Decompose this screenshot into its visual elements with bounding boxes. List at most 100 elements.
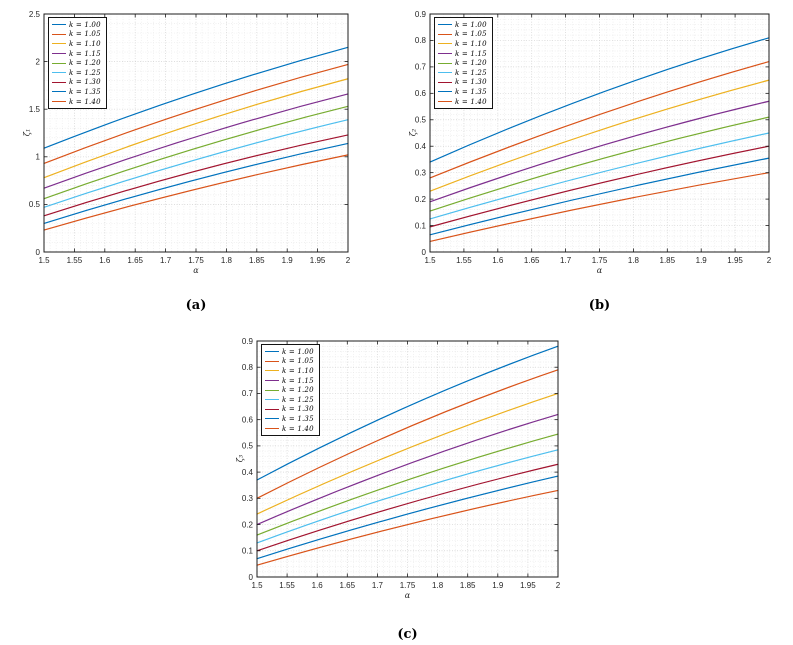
- legend-entry-label: k = 1.25: [455, 68, 487, 77]
- plot-a-ylabel: ζ₁: [22, 128, 32, 137]
- legend-entry: k = 1.40: [265, 424, 314, 434]
- legend-entry-label: k = 1.15: [69, 49, 101, 58]
- x-tick-label: 1.9: [492, 581, 504, 590]
- legend-entry: k = 1.15: [438, 49, 487, 59]
- legend-entry-label: k = 1.00: [69, 20, 101, 29]
- series-line-1.00: [256, 345, 559, 481]
- legend-entry: k = 1.30: [52, 78, 101, 88]
- legend-entry-label: k = 1.40: [455, 97, 487, 106]
- tick-labels: 1.5 1.55 1.6 1.65 1.7 1.75 1.8 1.85 1.9 1.95 2 0 0.5…: [29, 10, 351, 265]
- legend-line-sample: [265, 389, 279, 391]
- tick-labels: 1.5 1.55 1.6 1.65 1.7 1.75 1.8 1.85 1.9 1.95 2 0 0.1…: [415, 10, 772, 265]
- legend-line-sample: [438, 62, 452, 64]
- legend-entry: k = 1.10: [265, 366, 314, 376]
- legend-entry: k = 1.30: [265, 405, 314, 415]
- legend-line-sample: [265, 408, 279, 410]
- plot-b-legend: k = 1.00 k = 1.05 k = 1.10 k = 1.15 k = 1.20…: [434, 17, 493, 110]
- legend-entry: k = 1.30: [438, 78, 487, 88]
- series-lines: [429, 37, 770, 243]
- x-tick-label: 1.55: [67, 256, 83, 265]
- figure-panel-b: 1.5 1.55 1.6 1.65 1.7 1.75 1.8 1.85 1.9 1.95 2 0 0.1…: [386, 0, 793, 320]
- legend-line-sample: [52, 72, 66, 74]
- legend-entry-label: k = 1.35: [69, 87, 101, 96]
- legend-entry: k = 1.05: [265, 357, 314, 367]
- series-line-1.10: [429, 79, 770, 192]
- x-tick-label: 1.5: [251, 581, 263, 590]
- plot-c-legend: k = 1.00 k = 1.05 k = 1.10 k = 1.15 k = 1.20…: [261, 344, 320, 437]
- x-tick-label: 1.7: [372, 581, 384, 590]
- legend-entry-label: k = 1.25: [69, 68, 101, 77]
- legend-entry-label: k = 1.00: [455, 20, 487, 29]
- figure-panel-a: 1.5 1.55 1.6 1.65 1.7 1.75 1.8 1.85 1.9 1.95 2 0 0.5…: [0, 0, 400, 320]
- legend-entry-label: k = 1.05: [282, 357, 314, 366]
- series-line-1.10: [43, 78, 349, 179]
- series-line-1.35: [429, 157, 770, 236]
- x-tick-label: 1.6: [99, 256, 111, 265]
- legend-entry-label: k = 1.10: [69, 39, 101, 48]
- legend-line-sample: [52, 43, 66, 45]
- legend-entry-label: k = 1.25: [282, 395, 314, 404]
- x-tick-label: 2: [556, 581, 561, 590]
- legend-line-sample: [438, 81, 452, 83]
- y-tick-label: 1.5: [29, 105, 41, 114]
- y-tick-label: 0.8: [242, 363, 254, 372]
- y-tick-label: 0.8: [415, 36, 427, 45]
- x-tick-label: 1.7: [160, 256, 172, 265]
- legend-entry-label: k = 1.05: [69, 30, 101, 39]
- x-tick-label: 1.55: [456, 256, 472, 265]
- y-tick-label: 2.5: [29, 10, 41, 19]
- series-line-1.20: [43, 105, 349, 200]
- legend-entry: k = 1.15: [265, 376, 314, 386]
- legend-line-sample: [438, 33, 452, 35]
- x-tick-label: 2: [767, 256, 772, 265]
- series-line-1.40: [256, 489, 559, 566]
- legend-entry: k = 1.20: [438, 58, 487, 68]
- legend-line-sample: [52, 33, 66, 35]
- legend-line-sample: [52, 81, 66, 83]
- legend-line-sample: [52, 91, 66, 93]
- y-tick-label: 0: [422, 248, 427, 257]
- x-tick-label: 1.9: [696, 256, 708, 265]
- legend-entry: k = 1.40: [52, 97, 101, 107]
- x-tick-label: 1.6: [492, 256, 504, 265]
- legend-entry-label: k = 1.40: [69, 97, 101, 106]
- series-lines: [256, 345, 559, 566]
- legend-entry: k = 1.20: [265, 385, 314, 395]
- legend-entry-label: k = 1.30: [69, 78, 101, 87]
- x-tick-label: 1.85: [660, 256, 676, 265]
- axis-ticks: [43, 13, 349, 253]
- series-line-1.15: [43, 93, 349, 189]
- legend-line-sample: [52, 24, 66, 26]
- plot-a-legend: k = 1.00 k = 1.05 k = 1.10 k = 1.15 k = 1.20…: [48, 17, 107, 110]
- legend-line-sample: [52, 53, 66, 55]
- plot-b-canvas: 1.5 1.55 1.6 1.65 1.7 1.75 1.8 1.85 1.9 1.95 2 0 0.1…: [415, 10, 772, 265]
- y-tick-label: 0.9: [415, 10, 427, 19]
- plot-c-ylabel: ζ₃: [235, 454, 245, 463]
- legend-entry: k = 1.25: [52, 68, 101, 78]
- series-line-1.35: [256, 475, 559, 560]
- legend-entry: k = 1.40: [438, 97, 487, 107]
- x-tick-label: 1.95: [520, 581, 536, 590]
- x-tick-label: 1.7: [560, 256, 572, 265]
- series-line-1.10: [256, 392, 559, 515]
- series-line-1.15: [256, 413, 559, 526]
- legend-line-sample: [438, 91, 452, 93]
- legend-entry: k = 1.00: [52, 20, 101, 30]
- legend-line-sample: [438, 24, 452, 26]
- x-tick-label: 1.8: [432, 581, 444, 590]
- y-tick-label: 0.2: [415, 195, 427, 204]
- x-tick-label: 1.85: [460, 581, 476, 590]
- x-tick-label: 1.9: [282, 256, 294, 265]
- legend-entry-label: k = 1.35: [455, 87, 487, 96]
- legend-entry-label: k = 1.05: [455, 30, 487, 39]
- legend-entry: k = 1.15: [52, 49, 101, 59]
- series-line-1.00: [429, 37, 770, 163]
- x-tick-label: 1.75: [400, 581, 416, 590]
- legend-line-sample: [265, 370, 279, 372]
- legend-entry: k = 1.35: [438, 87, 487, 97]
- series-line-1.05: [43, 63, 349, 165]
- y-tick-label: 0.1: [415, 221, 427, 230]
- legend-entry-label: k = 1.30: [455, 78, 487, 87]
- x-tick-label: 1.65: [340, 581, 356, 590]
- plot-a-canvas: 1.5 1.55 1.6 1.65 1.7 1.75 1.8 1.85 1.9 1.95 2 0 0.5…: [29, 10, 351, 265]
